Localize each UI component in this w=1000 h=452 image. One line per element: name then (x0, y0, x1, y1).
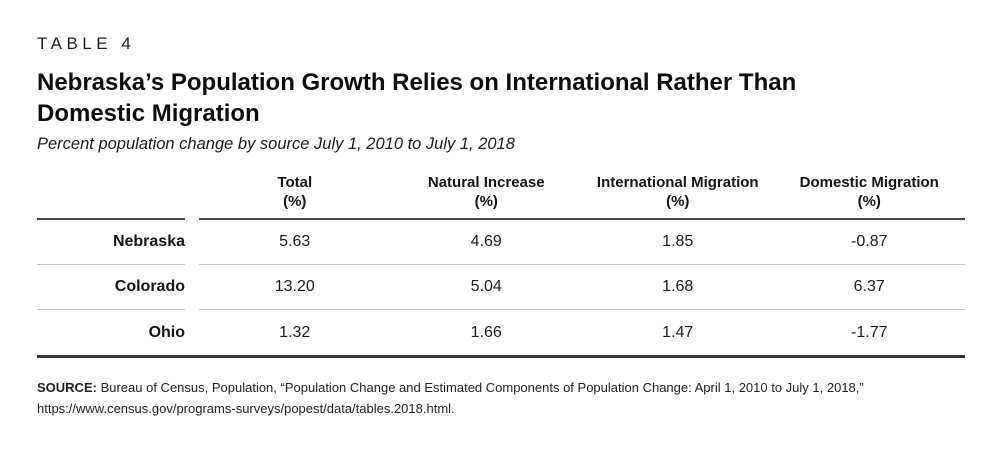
source-label: SOURCE: (37, 380, 97, 395)
column-header-domestic-migration: Domestic Migration (%) (773, 173, 965, 220)
cell-total: 13.20 (199, 265, 391, 310)
cell-natural-increase: 4.69 (390, 220, 582, 265)
cell-natural-increase: 1.66 (470, 323, 502, 341)
column-gap (185, 213, 199, 220)
cell-international-migration: 1.68 (582, 265, 774, 310)
row-header-spacer (37, 211, 185, 220)
cell-domestic-migration: 6.37 (773, 265, 965, 310)
source-url: https://www.census.gov/programs-surveys/… (37, 400, 455, 416)
source-note: SOURCE: Bureau of Census, Population, “P… (37, 378, 965, 419)
table-row-nebraska: Nebraska 5.63 4.69 1.85 -0.87 (37, 220, 965, 265)
row-label: Nebraska (37, 220, 185, 265)
column-header-international-migration: International Migration (%) (582, 173, 774, 220)
table-header-row: Total (%) Natural Increase (%) Internati… (37, 173, 965, 220)
cell-total: 1.32 (279, 323, 311, 341)
table-title: Nebraska’s Population Growth Relies on I… (37, 67, 965, 129)
cell-international-migration: 1.85 (582, 220, 774, 265)
column-header-natural-increase: Natural Increase (%) (390, 173, 582, 220)
table-title-line2: Domestic Migration (37, 100, 260, 127)
column-gap (185, 265, 199, 310)
table-number-label: TABLE 4 (37, 34, 136, 53)
cell-domestic-migration: -0.87 (773, 220, 965, 265)
table-title-line1: Nebraska’s Population Growth Relies on I… (37, 69, 797, 96)
source-citation: Bureau of Census, Population, “Populatio… (96, 380, 864, 395)
column-gap (185, 310, 199, 355)
row-label: Ohio (148, 323, 185, 341)
cell-domestic-migration: -1.77 (851, 323, 888, 341)
data-table: Total (%) Natural Increase (%) Internati… (37, 173, 965, 358)
cell-international-migration: 1.47 (662, 323, 694, 341)
table-subtitle: Percent population change by source July… (37, 135, 515, 153)
table-row-ohio: Ohio 1.32 1.66 1.47 -1.77 (37, 310, 965, 355)
column-header-total: Total (%) (199, 173, 391, 220)
row-label: Colorado (37, 265, 185, 310)
table-row-colorado: Colorado 13.20 5.04 1.68 6.37 (37, 265, 965, 310)
column-gap (185, 220, 199, 265)
cell-natural-increase: 5.04 (390, 265, 582, 310)
cell-total: 5.63 (199, 220, 391, 265)
